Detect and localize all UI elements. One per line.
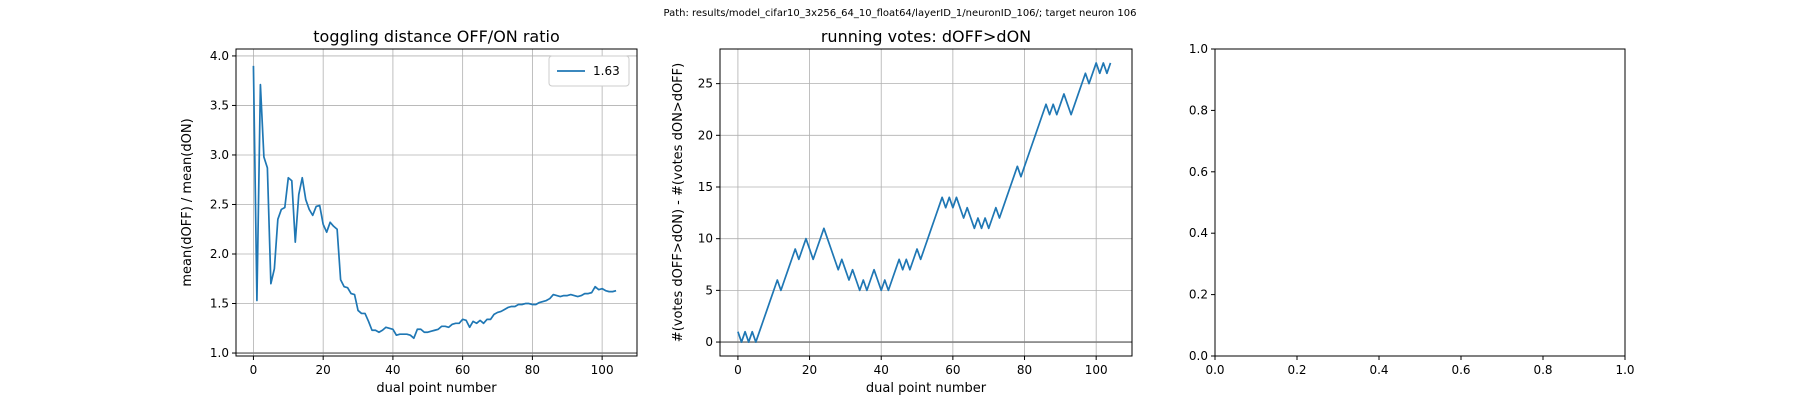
- axes-frame: [235, 48, 638, 357]
- y-tick-label: 15: [698, 180, 713, 194]
- x-tick-label: 0: [734, 363, 742, 377]
- y-tick-label: 0.2: [1189, 288, 1208, 302]
- y-tick-label: 20: [698, 128, 713, 142]
- y-tick-label: 2.5: [210, 197, 229, 211]
- x-tick-label: 100: [1085, 363, 1108, 377]
- y-tick-label: 2.0: [210, 247, 229, 261]
- chart-panel-ratio: 0 20 40 60 80 100 1.0 1.5 2.0 2.5 3.0 3.5 4.0 togglin…: [180, 27, 638, 396]
- legend: 1.63: [548, 55, 630, 87]
- x-tick-label: 0.0: [1205, 363, 1224, 377]
- y-tick-label: 0.4: [1189, 226, 1208, 240]
- x-tick-label: 0.8: [1533, 363, 1552, 377]
- y-axis-label: mean(dOFF) / mean(dON): [180, 118, 195, 286]
- y-tick-label: 1.0: [1189, 42, 1208, 56]
- x-tick-label: 0: [250, 363, 258, 377]
- x-tick-label: 20: [802, 363, 817, 377]
- axes-frame: [719, 48, 1133, 357]
- y-tick-label: 0.8: [1189, 103, 1208, 117]
- x-tick-label: 100: [591, 363, 614, 377]
- y-tick-label: 25: [698, 77, 713, 91]
- y-tick-label: 0.0: [1189, 349, 1208, 363]
- figure-suptitle: Path: results/model_cifar10_3x256_64_10_…: [664, 8, 1137, 19]
- y-tick-label: 5: [705, 283, 713, 297]
- chart-title: toggling distance OFF/ON ratio: [313, 27, 559, 46]
- x-tick-label: 20: [316, 363, 331, 377]
- x-tick-label: 0.2: [1287, 363, 1306, 377]
- x-tick-label: 0.4: [1369, 363, 1388, 377]
- x-tick-label: 40: [874, 363, 889, 377]
- legend-label: 1.63: [593, 64, 620, 78]
- y-tick-label: 0.6: [1189, 165, 1208, 179]
- y-tick-label: 4.0: [210, 49, 229, 63]
- x-tick-label: 0.6: [1451, 363, 1470, 377]
- y-tick-label: 1.5: [210, 297, 229, 311]
- axes-frame: [1214, 48, 1626, 357]
- x-tick-label: 60: [455, 363, 470, 377]
- x-tick-label: 60: [945, 363, 960, 377]
- x-axis-label: dual point number: [866, 381, 987, 396]
- y-axis-label: #(votes dOFF>dON) - #(votes dON>dOFF): [671, 63, 686, 342]
- y-tick-label: 1.0: [210, 346, 229, 360]
- y-tick-label: 3.5: [210, 98, 229, 112]
- legend-box: [548, 55, 630, 87]
- x-tick-label: 40: [385, 363, 400, 377]
- x-tick-label: 80: [525, 363, 540, 377]
- x-tick-label: 1.0: [1615, 363, 1634, 377]
- x-tick-label: 80: [1017, 363, 1032, 377]
- x-axis-label: dual point number: [376, 381, 497, 396]
- y-tick-label: 10: [698, 232, 713, 246]
- y-tick-label: 0: [705, 335, 713, 349]
- series-line: [252, 65, 617, 340]
- y-tick-label: 3.0: [210, 148, 229, 162]
- chart-panel-votes: 0 20 40 60 80 100 0 5 10 15 20 25 running votes: dOF…: [671, 27, 1133, 396]
- chart-title: running votes: dOFF>dON: [821, 27, 1031, 46]
- chart-panel-empty: 0.0 0.2 0.4 0.6 0.8 1.0 0.0 0.2 0.4 0.6 0.8 1.0: [1189, 42, 1635, 377]
- series-line: [737, 62, 1112, 343]
